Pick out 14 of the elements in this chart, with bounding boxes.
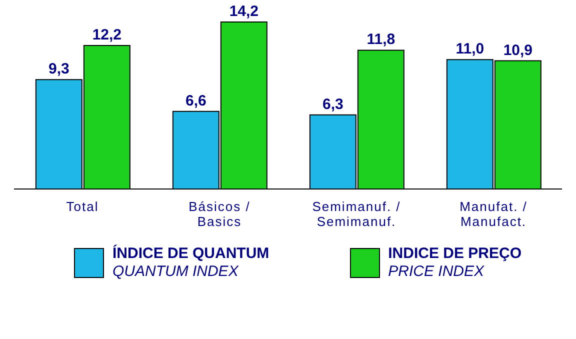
x-tick-label: Manufat. / Manufact. (460, 199, 528, 229)
data-label: 12,2 (92, 26, 122, 44)
data-label: 11,0 (456, 40, 484, 58)
data-label: 10,9 (503, 42, 533, 59)
legend-label: ÍNDICE DE QUANTUM QUANTUM INDEX (112, 245, 270, 281)
x-tick-label: Semimanuf. / Semimanuf. (312, 199, 401, 229)
x-tick-label: Básicos / Basics (188, 199, 250, 229)
data-label: 9,3 (48, 60, 70, 78)
legend-label: INDICE DE PREÇO PRICE INDEX (388, 245, 522, 281)
data-label: 11,8 (366, 31, 396, 48)
x-tick-label: Total (66, 199, 99, 214)
data-label: 14,2 (229, 3, 259, 20)
data-label: 6,6 (185, 92, 206, 110)
data-label: 6,3 (322, 96, 344, 113)
